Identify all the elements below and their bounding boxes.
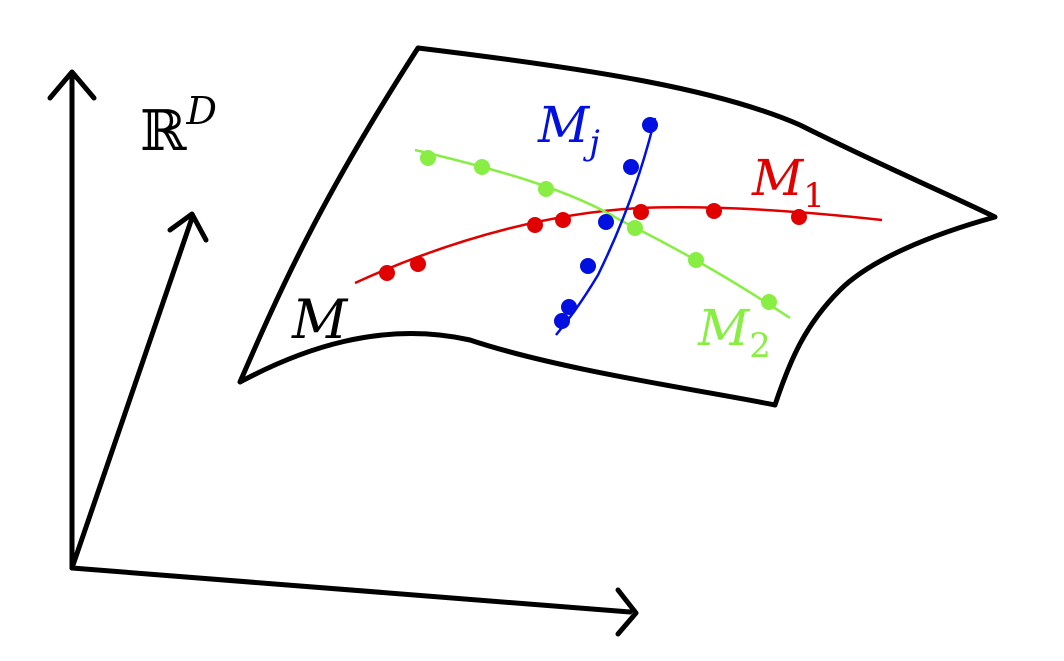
sample-point — [379, 265, 395, 281]
sample-point — [623, 159, 639, 175]
curve-m2-line — [414, 148, 791, 320]
sample-point — [555, 212, 571, 228]
manifold-surface — [237, 45, 998, 408]
axes — [47, 69, 639, 637]
sample-point — [580, 258, 596, 274]
curve-m2-label: M2 — [697, 299, 771, 366]
sample-point — [642, 117, 658, 133]
curve-m1 — [354, 203, 883, 285]
sample-point — [527, 217, 543, 233]
vertical-axis-arrowhead — [47, 69, 97, 101]
sample-point — [761, 294, 777, 310]
curve-mj-line — [555, 117, 657, 336]
sample-point — [627, 220, 643, 236]
sample-point — [538, 181, 554, 197]
sample-point — [706, 203, 722, 219]
sample-point — [410, 256, 426, 272]
space-label: ℝD — [140, 89, 217, 164]
sample-point — [791, 209, 807, 225]
sample-point — [420, 150, 436, 166]
sample-point — [554, 313, 570, 329]
sample-point — [598, 214, 614, 230]
sample-point — [561, 299, 577, 315]
sample-point — [688, 252, 704, 268]
curve-m2 — [414, 148, 791, 320]
curve-m1-label: M1 — [751, 149, 825, 216]
sample-point — [474, 159, 490, 175]
sample-point — [633, 204, 649, 220]
curve-mj-label: Mj — [537, 96, 600, 163]
horizontal-axis-arrowhead — [615, 587, 639, 637]
depth-axis-arrowhead — [167, 211, 209, 243]
curve-mj — [554, 117, 658, 336]
manifold-label: M — [291, 288, 349, 351]
depth-axis — [69, 215, 195, 571]
horizontal-axis — [69, 565, 633, 615]
